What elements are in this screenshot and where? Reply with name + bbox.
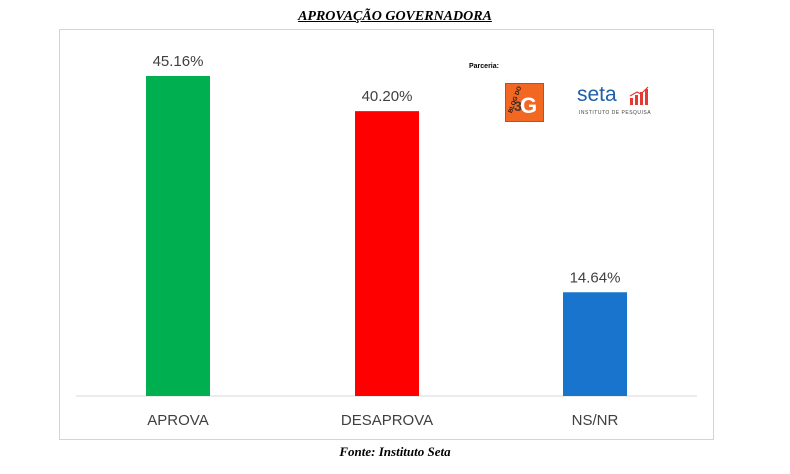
bars-group [146, 76, 627, 396]
category-label: DESAPROVA [341, 412, 433, 429]
instituto-seta-logo: seta INSTITUTO DE PESQUISA [577, 83, 652, 116]
data-label: 14.64% [570, 269, 621, 286]
source-caption: Fonte: Instituto Seta [339, 444, 451, 459]
bar-desaprova [355, 111, 419, 396]
bar-nsnr [563, 292, 627, 396]
category-label: APROVA [147, 412, 208, 429]
blog-do-bg-logo: 3 G BLOG DO [505, 83, 544, 122]
value-labels-group: 45.16% 40.20% 14.64% [153, 53, 621, 286]
data-label: 40.20% [362, 88, 413, 105]
category-labels-group: APROVA DESAPROVA NS/NR [147, 412, 618, 429]
category-label: NS/NR [572, 412, 619, 429]
data-label: 45.16% [153, 53, 204, 70]
bar-aprova [146, 76, 210, 396]
partner-label: Parceria: [469, 63, 499, 70]
chart-frame [59, 29, 714, 440]
chart-title: APROVAÇÃO GOVERNADORA [298, 9, 492, 24]
bar-chart-icon [629, 86, 649, 105]
